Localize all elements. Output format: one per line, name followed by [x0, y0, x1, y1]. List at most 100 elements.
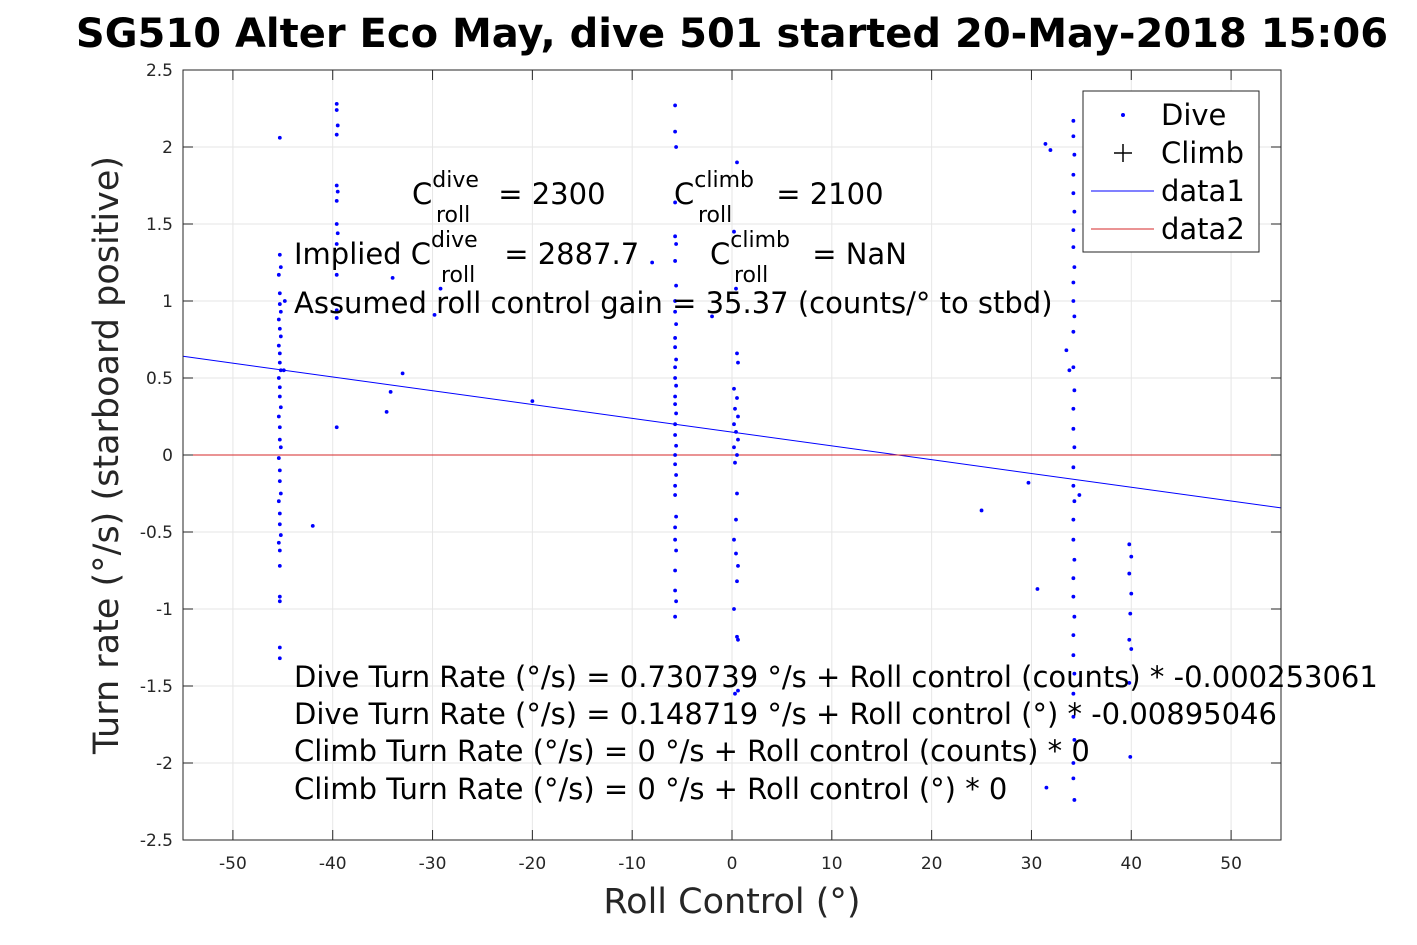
data-point-dive: [734, 286, 738, 291]
data-point-dive: [1035, 587, 1040, 591]
data-point-dive: [277, 511, 282, 516]
data-point-dive: [732, 386, 736, 391]
x-tick-label: 10: [821, 854, 843, 874]
data-point-dive: [1071, 280, 1076, 285]
data-point-dive: [674, 599, 679, 604]
data-point-dive: [277, 522, 282, 527]
data-point-dive: [276, 456, 281, 460]
data-point-dive: [1072, 388, 1077, 393]
data-point-dive: [1128, 754, 1133, 759]
data-point-dive: [674, 322, 679, 326]
data-point-dive: [674, 383, 679, 388]
data-point-dive: [674, 548, 679, 553]
data-point-dive: [736, 637, 740, 642]
data-point-dive: [673, 537, 678, 542]
data-point-dive: [1071, 576, 1076, 581]
data-point-dive: [1071, 172, 1076, 177]
data-point-dive: [334, 242, 339, 246]
data-point-dive: [278, 533, 283, 537]
data-point-dive: [1071, 691, 1076, 696]
data-point-dive: [1071, 714, 1076, 719]
data-point-dive: [1026, 480, 1031, 485]
data-point-dive: [282, 299, 287, 303]
data-point-dive: [674, 473, 679, 477]
data-point-dive: [1071, 483, 1076, 488]
annotation-equation: Climb Turn Rate (°/s) = 0 °/s + Roll con…: [294, 772, 1007, 806]
data-point-dive: [710, 314, 714, 319]
data-point-dive: [1129, 647, 1134, 651]
data-point-dive: [276, 376, 281, 380]
annotation-c-roll-climb: Cclimb roll = 2100: [674, 168, 884, 228]
data-point-dive: [1071, 594, 1076, 599]
data-point-dive: [276, 272, 281, 277]
data-point-dive: [673, 525, 678, 530]
data-point-dive: [432, 312, 437, 317]
data-point-dive: [1072, 265, 1077, 270]
data-point-dive: [1067, 368, 1072, 373]
data-point-dive: [736, 437, 740, 442]
data-point-dive: [1071, 245, 1076, 250]
data-point-dive: [277, 645, 282, 650]
annotation-equation: Dive Turn Rate (°/s) = 0.148719 °/s + Ro…: [294, 697, 1277, 731]
data-point-dive: [530, 399, 535, 403]
data-point-dive: [1071, 517, 1076, 522]
annotation-implied-climb: Cclimb roll = NaN: [710, 228, 907, 288]
tick-layer: -50 -40 -30 -20 -10 0 10 20 30 40 50-2.5-2-1.5-1-0…: [140, 61, 1281, 874]
data-point-dive: [735, 351, 739, 356]
data-point-dive: [673, 462, 678, 467]
data-point-dive: [674, 242, 679, 246]
data-point-dive: [1064, 348, 1069, 353]
legend-marker-dive: [1121, 113, 1125, 117]
data-point-dive: [277, 437, 282, 442]
data-point-dive: [1071, 118, 1076, 123]
data-point-dive: [334, 183, 339, 188]
data-point-dive: [1072, 314, 1077, 319]
data-point-dive: [732, 229, 736, 234]
data-point-dive: [1129, 554, 1134, 559]
data-point-dive: [277, 479, 282, 484]
data-point-dive: [1127, 681, 1132, 685]
data-point-dive: [673, 453, 678, 457]
data-point-dive: [673, 299, 678, 303]
data-point-dive: [735, 634, 739, 639]
data-point-dive: [735, 491, 739, 496]
data-point-dive: [734, 551, 738, 556]
data-point-dive: [734, 430, 738, 434]
data-point-dive: [733, 691, 737, 696]
legend-label-climb: Climb: [1161, 136, 1244, 170]
data-point-dive: [334, 132, 339, 137]
data-point-dive: [1072, 798, 1077, 802]
data-point-dive: [673, 422, 678, 427]
data-point-dive: [1072, 671, 1077, 676]
data-point-dive: [277, 656, 282, 661]
data-point-dive: [276, 414, 281, 419]
data-point-dive: [1071, 191, 1076, 196]
legend-box: [1082, 90, 1260, 253]
data-point-dive: [1072, 499, 1077, 504]
data-point-dive: [1071, 299, 1076, 303]
data-point-dive: [1127, 571, 1132, 576]
data-point-dive: [734, 517, 738, 522]
data-point-dive: [1071, 426, 1076, 431]
data-point-dive: [1127, 637, 1132, 642]
data-point-dive: [277, 425, 282, 430]
data-point-dive: [335, 231, 340, 236]
data-point-dive: [735, 160, 739, 165]
x-tick-label: 20: [921, 854, 943, 874]
data-point-dive: [334, 108, 339, 112]
data-point-dive: [277, 594, 282, 599]
data-point-dive: [390, 276, 395, 280]
data-point-dive: [1071, 537, 1076, 542]
annotation-implied-dive: Implied Cdive roll = 2887.7: [294, 228, 639, 288]
x-tick-label: -20: [518, 854, 546, 874]
data-point-dive: [650, 260, 655, 265]
data-point-dive: [388, 389, 393, 394]
x-tick-label: 30: [1021, 854, 1043, 874]
data-point-dive: [673, 483, 678, 488]
data-point-dive: [674, 145, 679, 149]
data-point-dive: [673, 433, 678, 437]
y-tick-label: 0.5: [146, 369, 173, 389]
data-point-dive: [673, 336, 678, 340]
data-point-dive: [673, 402, 678, 407]
